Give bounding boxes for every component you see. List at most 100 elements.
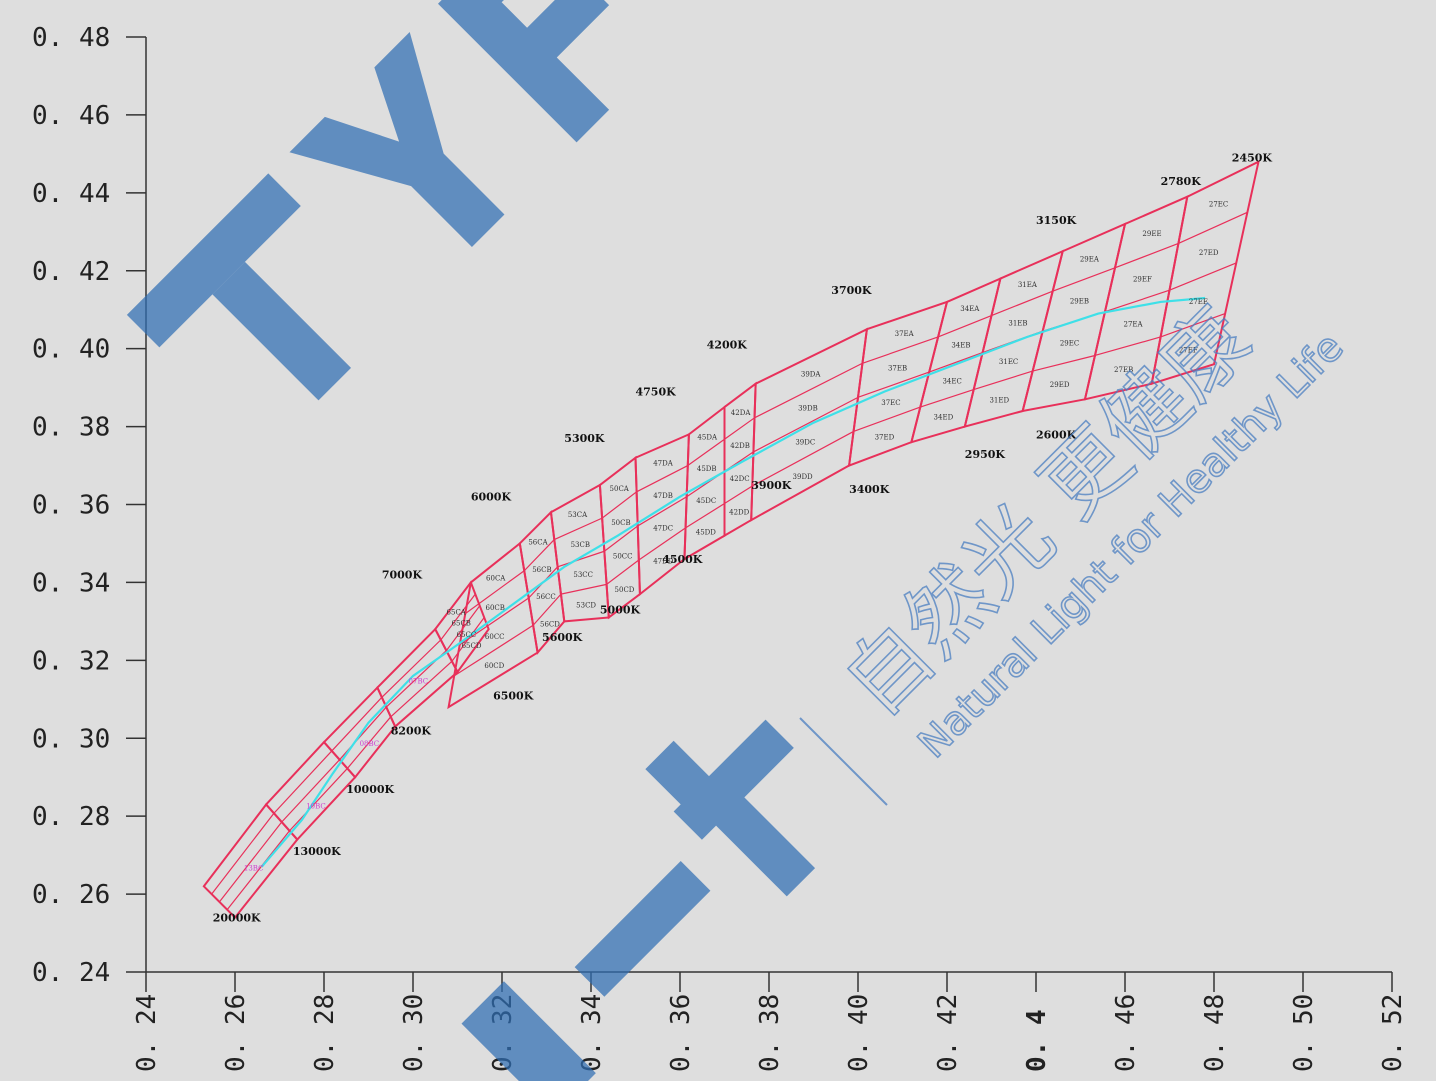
bin-divider [753, 396, 859, 453]
cct-label: 10000K [346, 783, 394, 796]
watermark-t-stem [212, 261, 352, 401]
y-tick-label: 0. 32 [32, 646, 110, 676]
x-tick-label: 0. 50 [1289, 994, 1319, 1072]
x-tick-label: 0. 26 [221, 994, 251, 1072]
bin-label: 34EC [942, 377, 961, 385]
x-tick-label: 0. 48 [1200, 994, 1230, 1072]
bin-label: 47DC [653, 525, 673, 533]
y-tick-label: 0. 36 [32, 491, 110, 521]
bin-divider [331, 696, 383, 752]
cct-label: 2950K [965, 448, 1006, 461]
x-tick-label: 0. 52 [1378, 994, 1408, 1072]
planckian-locus [260, 296, 1206, 868]
cct-label: 4200K [707, 339, 748, 352]
bin-divider [603, 525, 639, 552]
bin-label: 42DB [730, 442, 750, 450]
bin-divider [973, 370, 1033, 391]
cct-label: 20000K [213, 911, 261, 924]
bin-divider [752, 430, 854, 487]
bin-divider [532, 593, 562, 626]
watermark-divider [799, 717, 888, 806]
bin-regions [202, 159, 1260, 919]
cct-label: 3400K [849, 483, 890, 496]
locus-line [260, 296, 1206, 868]
cct-label: 2780K [1161, 175, 1202, 188]
bin-label: 34EB [951, 341, 970, 349]
bin-divider [445, 605, 481, 651]
cct-label: 4750K [636, 385, 677, 398]
bin-label: 53CB [571, 541, 590, 549]
x-tick-label: 0. 40 [844, 994, 874, 1072]
bin-label: 42DA [731, 409, 752, 417]
bin-label: 27EC [1209, 201, 1228, 209]
cct-label: 3900K [751, 479, 792, 492]
bin-divider [459, 597, 530, 646]
cct-label: 5300K [564, 432, 605, 445]
bin-label: 56CB [532, 566, 551, 574]
bin-divider [920, 389, 974, 408]
bin-divider [1094, 336, 1161, 357]
bin-divider [440, 593, 476, 641]
cct-label: 13000K [293, 845, 341, 858]
bin-divider [724, 417, 755, 440]
bin-divider [211, 812, 275, 895]
bin-divider [557, 550, 605, 568]
bin-label: 29EA [1080, 256, 1100, 264]
watermark-tong [461, 981, 596, 1081]
watermark-yi [574, 861, 711, 997]
bin-label: 27EE [1189, 298, 1208, 306]
bin-label: 50CB [611, 519, 630, 527]
bin-divider [991, 290, 1053, 317]
bin-divider [853, 406, 921, 433]
bin-label: 65CD [462, 642, 482, 650]
bin-divider [1114, 242, 1179, 269]
y-tick-label: 0. 30 [32, 724, 110, 754]
x-tick-label: 0. 36 [666, 994, 696, 1072]
x-tick-label: 0. 38 [755, 994, 785, 1072]
bin-label: 60CD [484, 662, 504, 670]
bin-label: 13BC [244, 865, 264, 873]
bin-label: 53CC [573, 571, 593, 579]
bin-label: 45DC [696, 497, 716, 505]
cct-label: 7000K [382, 569, 423, 582]
bin-divider [601, 491, 637, 519]
y-tick-label: 0. 40 [32, 335, 110, 365]
bin-label: 53CD [576, 601, 596, 609]
cct-label: 2450K [1232, 152, 1273, 165]
bin-divider [857, 371, 930, 398]
bin-label: 37EB [888, 364, 907, 372]
cct-label: 2600K [1036, 428, 1077, 441]
bin-label: 07BC [409, 678, 429, 686]
bin-divider [724, 485, 753, 505]
x-tick-label: 0. 46 [1111, 994, 1141, 1072]
watermark-cn-logo [461, 719, 816, 1081]
bin-divider [289, 768, 348, 832]
bin-divider [381, 639, 442, 698]
bin-label: 27EF [1179, 347, 1198, 355]
bin-label: 60CB [485, 604, 504, 612]
bin-divider [928, 351, 983, 373]
bin-label: 10BC [306, 802, 326, 810]
x-tick-label: 0. 24 [132, 994, 162, 1072]
bin-label: 34EA [960, 305, 980, 313]
x-tick-label: 0. 28 [310, 994, 340, 1072]
bin-divider [218, 821, 283, 903]
bin-label: 50CD [615, 586, 635, 594]
bin-label: 45DD [696, 529, 717, 537]
bin-label: 45DB [697, 465, 717, 473]
cct-label: 3150K [1036, 214, 1077, 227]
watermark-tyf-logo [126, 0, 610, 401]
bin-label: 65CB [452, 620, 471, 628]
bin-labels: 13BC 10BC 08BC 07BC 65CA 65CB 65CC 65CD 60CA 60CB… [244, 201, 1228, 873]
bin-divider [685, 503, 725, 529]
bin-divider [638, 527, 686, 561]
bin-label: 39DD [793, 473, 814, 481]
bin-divider [273, 750, 333, 814]
bin-label: 56CC [536, 593, 556, 601]
bin-label: 34ED [934, 413, 954, 421]
y-tick-label: 0. 44 [32, 179, 110, 209]
bin-label: 42DD [729, 508, 750, 516]
bin-label: 37EC [881, 399, 900, 407]
y-tick-label: 0. 24 [32, 958, 110, 988]
